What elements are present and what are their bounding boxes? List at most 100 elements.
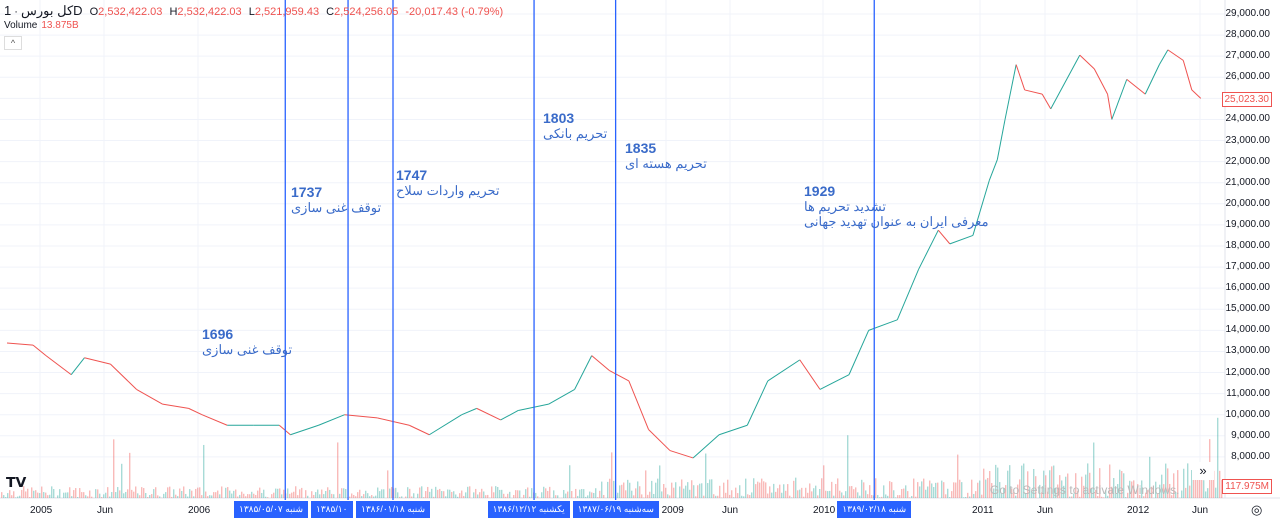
volume-bar — [495, 486, 497, 498]
volume-bar — [967, 492, 969, 498]
volume-bar — [117, 487, 119, 498]
volume-bar — [1167, 468, 1169, 498]
volume-bar — [1155, 481, 1157, 498]
volume-bar — [979, 480, 981, 498]
volume-bar — [625, 490, 627, 498]
volume-bar — [1051, 466, 1053, 498]
volume-bar — [1089, 472, 1091, 498]
price-segment — [1126, 78, 1146, 95]
chevron-up-icon[interactable]: ^ — [4, 36, 22, 50]
price-segment — [868, 319, 898, 331]
volume-bar — [821, 478, 823, 498]
volume-bar — [835, 483, 837, 498]
volume-bar — [587, 495, 589, 498]
volume-bar — [69, 487, 71, 498]
volume-bar — [1065, 476, 1067, 498]
volume-bar — [1189, 485, 1191, 498]
scroll-to-latest-button[interactable]: » — [1192, 462, 1214, 480]
volume-bar — [441, 491, 443, 498]
volume-bar — [815, 485, 817, 498]
volume-bar — [717, 495, 719, 498]
volume-bar — [19, 495, 21, 498]
price-segment — [669, 450, 694, 459]
volume-bar — [1041, 492, 1043, 498]
price-segment — [1079, 54, 1095, 70]
volume-bar — [997, 467, 999, 498]
volume-bar — [1027, 471, 1029, 498]
volume-bar — [865, 490, 867, 498]
volume-bar — [205, 491, 207, 498]
volume-bar — [1099, 468, 1101, 498]
price-segment — [848, 330, 870, 375]
volume-bar — [891, 482, 893, 498]
volume-bar — [995, 464, 997, 498]
settings-icon[interactable]: ◎ — [1251, 502, 1263, 517]
volume-bar — [331, 493, 333, 498]
volume-bar — [905, 485, 907, 498]
volume-bar — [445, 496, 447, 498]
volume-bar — [517, 490, 519, 498]
x-tick: 2005 — [30, 505, 53, 516]
volume-bar — [141, 487, 143, 498]
volume-bar — [311, 491, 313, 498]
volume-bar — [337, 442, 339, 498]
volume-bar — [1083, 485, 1085, 498]
volume-bar — [679, 486, 681, 498]
volume-bar — [179, 488, 181, 498]
volume-bar — [187, 496, 189, 498]
volume-bar — [369, 496, 371, 498]
volume-bar — [971, 479, 973, 498]
volume-bar — [367, 493, 369, 498]
volume-bar — [143, 488, 145, 498]
volume-bar — [245, 496, 247, 498]
volume-bar — [829, 490, 831, 498]
x-tick: 2010 — [813, 505, 836, 516]
volume-bar — [237, 496, 239, 498]
price-segment — [591, 355, 610, 371]
price-segment — [1182, 60, 1193, 91]
volume-bar — [737, 493, 739, 498]
volume-bar — [431, 488, 433, 498]
volume-bar — [293, 491, 295, 498]
annotation-1737: 1737 توقف غنی سازی — [291, 185, 381, 216]
volume-bar — [257, 490, 259, 498]
volume-bar — [665, 487, 667, 498]
volume-bar — [1183, 468, 1185, 498]
volume-bar — [1073, 493, 1075, 498]
volume-bar — [419, 487, 421, 498]
symbol-name[interactable]: کل بورس — [21, 3, 74, 18]
volume-bar — [705, 453, 707, 498]
interval[interactable]: 1D — [4, 3, 83, 18]
volume-bar — [733, 497, 735, 498]
volume-bar — [321, 489, 323, 498]
volume-bar — [169, 486, 171, 498]
volume-bar — [1191, 470, 1193, 498]
volume-bar — [961, 482, 963, 498]
volume-bar — [649, 491, 651, 498]
annotation-text: معرفی ایران به عنوان تهدید جهانی — [804, 214, 989, 229]
volume-bar — [557, 495, 559, 498]
volume-bar — [201, 495, 203, 498]
volume-bar — [753, 478, 755, 498]
price-segment — [188, 407, 203, 416]
volume-bar — [165, 492, 167, 498]
volume-bar — [1011, 488, 1013, 498]
annotation-number: 1835 — [625, 140, 657, 156]
volume-bar — [361, 496, 363, 498]
volume-bar — [1013, 492, 1015, 498]
volume-bar — [203, 444, 205, 498]
volume-bar — [629, 482, 631, 498]
volume-bar — [341, 488, 343, 498]
volume-bar — [809, 483, 811, 498]
tradingview-logo-icon[interactable]: 𝗧𝗩 — [6, 474, 27, 490]
volume-bar — [1071, 496, 1073, 498]
volume-bar — [655, 482, 657, 498]
volume-bar — [989, 471, 991, 498]
volume-bar — [1193, 472, 1195, 498]
price-segment — [290, 424, 319, 436]
volume-bar — [457, 496, 459, 498]
y-tick: 9,000.00 — [1231, 429, 1270, 441]
volume-bar — [803, 496, 805, 498]
price-segment — [996, 119, 1006, 160]
